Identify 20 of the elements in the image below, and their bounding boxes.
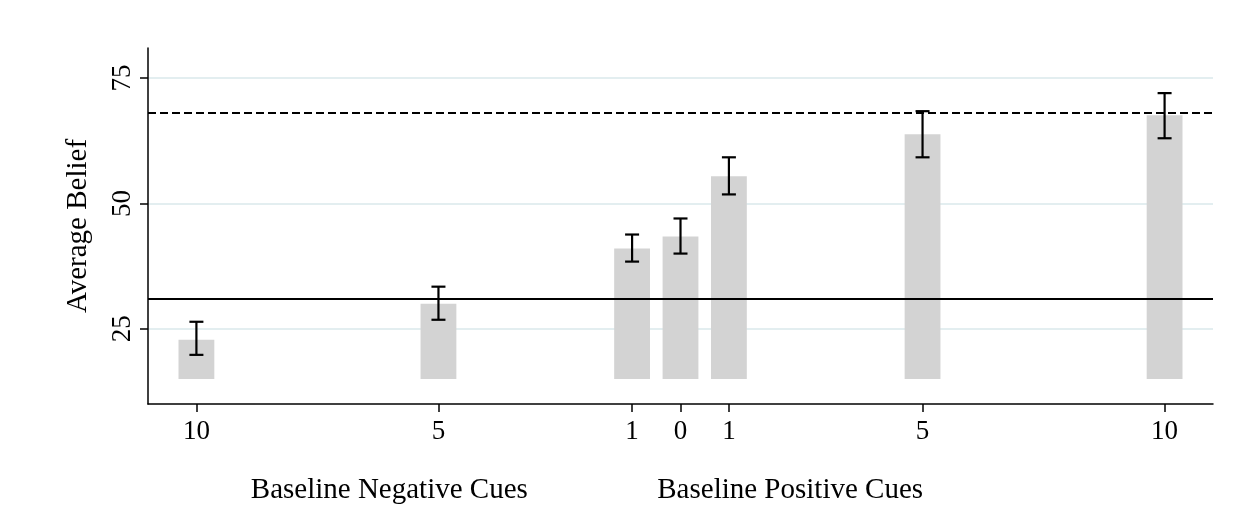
bar bbox=[711, 176, 747, 379]
text: Baseline Negative Cues bbox=[250, 472, 528, 504]
bar bbox=[614, 248, 650, 379]
y-tick-label: 25 bbox=[105, 315, 136, 343]
x-tick-label: 10 bbox=[1151, 414, 1179, 445]
bar bbox=[1146, 115, 1183, 379]
bar bbox=[904, 134, 941, 379]
y-tick-label: 50 bbox=[105, 189, 136, 217]
bar bbox=[662, 236, 699, 379]
y-axis-title: Average Belief bbox=[59, 138, 92, 314]
bar bbox=[420, 303, 457, 379]
x-tick-label: 5 bbox=[915, 414, 930, 445]
text: Baseline Positive Cues bbox=[657, 472, 924, 504]
x-tick-label: 5 bbox=[431, 414, 446, 445]
x-tick-label: 0 bbox=[673, 414, 688, 445]
y-tick-label: 75 bbox=[105, 64, 136, 92]
bar bbox=[178, 339, 215, 379]
x-tick-label: 10 bbox=[182, 414, 210, 445]
x-tick-label: 1 bbox=[625, 414, 639, 445]
x-tick-label: 1 bbox=[722, 414, 736, 445]
